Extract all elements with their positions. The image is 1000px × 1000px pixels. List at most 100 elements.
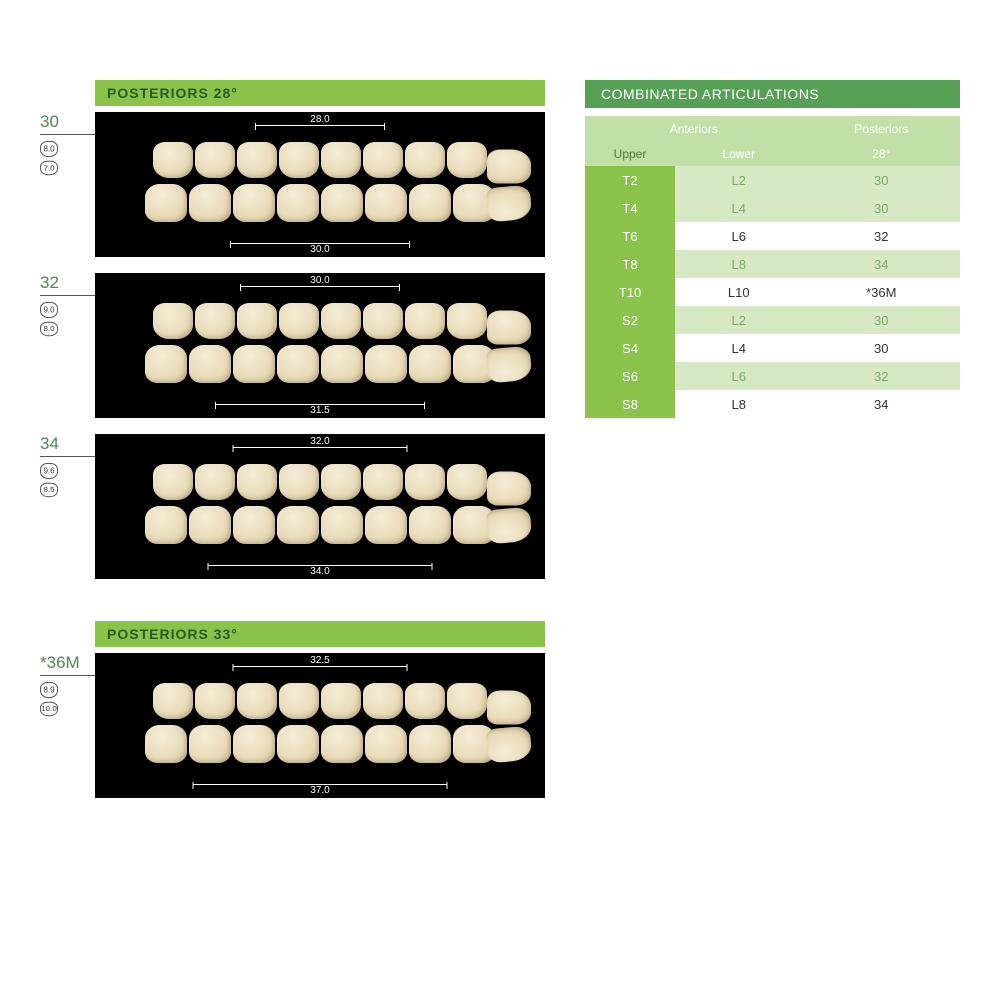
tooth-dimensions: 9.0 8.0: [40, 302, 95, 337]
cell-upper: S8: [585, 390, 675, 418]
tooth-icon: [195, 303, 235, 339]
tooth-icon: [447, 464, 487, 500]
tooth-icon: [189, 345, 231, 383]
upper-teeth-row: [103, 303, 537, 339]
cell-lower: L4: [675, 201, 803, 216]
tooth-icon: [409, 725, 451, 763]
articulations-table: COMBINATED ARTICULATIONS Anteriors Poste…: [585, 80, 960, 418]
panel-id: *36M: [40, 653, 95, 676]
section-header-28: POSTERIORS 28°: [95, 80, 545, 106]
teeth-panel: 32.5 37.0: [95, 653, 545, 798]
tooth-icon: [277, 345, 319, 383]
tooth-outline-icon: 8.0: [40, 141, 58, 157]
tooth-icon: [153, 464, 193, 500]
upper-teeth-row: [103, 464, 537, 500]
cell-post: 30: [803, 313, 961, 328]
measurement-bottom: 30.0: [230, 241, 410, 255]
section-title: POSTERIORS 33°: [107, 626, 238, 642]
cell-upper: T4: [585, 194, 675, 222]
table-row: S8L834: [585, 390, 960, 418]
side-tooth-icon: [487, 690, 531, 724]
cell-lower: L2: [675, 313, 803, 328]
panel-label-col: 349.68.5: [40, 434, 95, 579]
side-tooth-icon: [487, 149, 531, 183]
tooth-icon: [321, 303, 361, 339]
cell-post: *36M: [803, 285, 961, 300]
measurement-bottom: 31.5: [215, 402, 425, 416]
side-teeth: [487, 471, 531, 542]
tooth-icon: [277, 725, 319, 763]
measurement-top: 30.0: [240, 275, 400, 289]
lower-teeth-row: [103, 184, 537, 222]
tooth-icon: [237, 464, 277, 500]
section-header-33: POSTERIORS 33°: [95, 621, 545, 647]
tooth-icon: [153, 683, 193, 719]
table-title-bar: COMBINATED ARTICULATIONS: [585, 80, 960, 108]
teeth-panel: 32.034.0: [95, 434, 545, 579]
measurement-top: 28.0: [255, 114, 385, 128]
tooth-outline-icon: 9.0: [40, 302, 58, 318]
side-tooth-icon: [487, 471, 531, 505]
measurement-bottom: 37.0: [193, 782, 448, 796]
table-header-anteriors: Anteriors: [585, 122, 803, 136]
tooth-icon: [233, 725, 275, 763]
side-teeth: [487, 310, 531, 381]
section-title: POSTERIORS 28°: [107, 85, 238, 101]
tooth-icon: [409, 345, 451, 383]
measurement-value: 32.5: [233, 655, 408, 666]
dim-value: 8.0: [41, 325, 57, 333]
tooth-icon: [279, 303, 319, 339]
tooth-icon: [153, 303, 193, 339]
cell-post: 32: [803, 369, 961, 384]
teeth-panel: 28.0 30.0: [95, 112, 545, 257]
table-title: COMBINATED ARTICULATIONS: [601, 86, 819, 102]
panel-34: 349.68.532.034.0: [40, 434, 545, 579]
side-tooth-icon: [486, 725, 533, 763]
tooth-icon: [365, 506, 407, 544]
tooth-outline-icon: 8.5: [40, 483, 58, 497]
tooth-icon: [363, 142, 403, 178]
cell-lower: L2: [675, 173, 803, 188]
cell-post: 34: [803, 397, 961, 412]
tooth-icon: [321, 345, 363, 383]
cell-lower: L8: [675, 257, 803, 272]
tooth-icon: [321, 184, 363, 222]
dim-value: 9.0: [41, 306, 57, 315]
tooth-icon: [195, 683, 235, 719]
panel-label-col: *36M 8.9 10.0: [40, 653, 95, 798]
table-sub-lower: Lower: [675, 147, 803, 161]
dim-value: 10.0: [41, 705, 57, 713]
tooth-dimensions: 8.9 10.0: [40, 682, 95, 717]
measurement-value: 32.0: [233, 436, 408, 447]
tooth-icon: [363, 464, 403, 500]
tooth-outline-icon: 9.6: [40, 463, 58, 479]
tooth-icon: [405, 683, 445, 719]
tooth-icon: [237, 683, 277, 719]
upper-teeth-row: [103, 142, 537, 178]
side-tooth-icon: [486, 506, 533, 544]
tooth-icon: [365, 184, 407, 222]
dim-value: 8.9: [41, 686, 57, 695]
tooth-icon: [279, 683, 319, 719]
tooth-icon: [405, 464, 445, 500]
panel-id: 30: [40, 112, 95, 135]
tooth-icon: [447, 683, 487, 719]
tooth-icon: [409, 506, 451, 544]
table-row: S4L430: [585, 334, 960, 362]
tooth-icon: [321, 725, 363, 763]
dim-value: 8.0: [41, 145, 57, 154]
cell-upper: T8: [585, 250, 675, 278]
table-header-posteriors: Posteriors: [803, 122, 961, 136]
side-tooth-icon: [487, 310, 531, 344]
lower-teeth-row: [103, 506, 537, 544]
tooth-outline-icon: 7.0: [40, 161, 58, 175]
tooth-icon: [321, 142, 361, 178]
dim-value: 8.5: [41, 486, 57, 494]
tooth-icon: [447, 303, 487, 339]
lower-teeth-row: [103, 725, 537, 763]
dim-value: 9.6: [41, 467, 57, 476]
measurement-value: 31.5: [215, 405, 425, 416]
table-sub-upper: Upper: [585, 147, 675, 161]
tooth-icon: [321, 464, 361, 500]
tooth-icon: [153, 142, 193, 178]
